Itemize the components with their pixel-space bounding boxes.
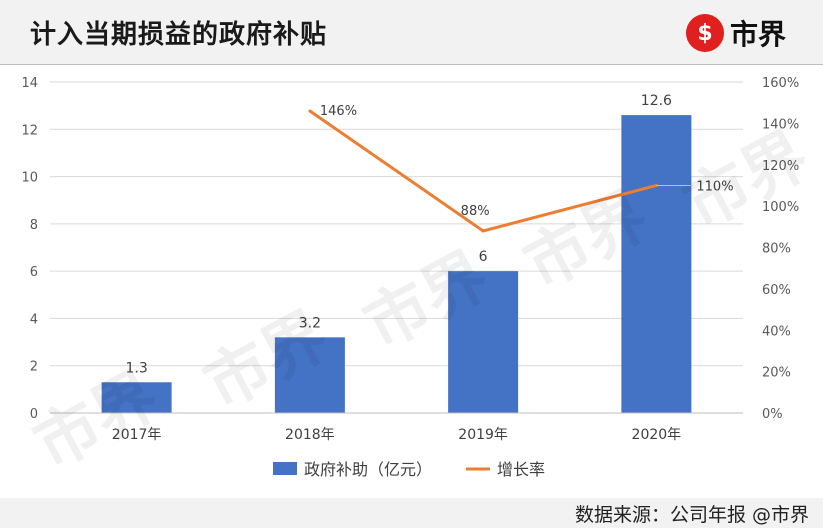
y-right-tick-label: 120% [762, 159, 799, 174]
bar-value-label: 3.2 [299, 315, 321, 331]
combo-chart: 024681012140%20%40%60%80%100%120%140%160… [21, 76, 799, 479]
y-right-tick-label: 140% [762, 117, 799, 132]
bar-value-label: 6 [479, 249, 488, 265]
y-left-tick-label: 8 [30, 218, 38, 233]
y-right-tick-label: 160% [762, 76, 799, 91]
brand-logo: $ 市界 [686, 14, 786, 52]
y-right-tick-label: 80% [762, 242, 791, 257]
bar [101, 382, 172, 413]
y-right-tick-label: 40% [762, 324, 791, 339]
line-value-label: 146% [320, 104, 357, 119]
x-tick-label: 2020年 [632, 427, 682, 443]
header-divider [0, 64, 823, 65]
bar [448, 271, 519, 413]
legend-bar-label: 政府补助（亿元） [304, 460, 432, 479]
growth-point [481, 229, 485, 233]
y-right-tick-label: 20% [762, 366, 791, 381]
header: 计入当期损益的政府补贴 $ 市界 [0, 0, 823, 64]
y-left-tick-label: 14 [21, 76, 38, 91]
y-right-tick-label: 60% [762, 283, 791, 298]
legend-line-label: 增长率 [497, 460, 545, 479]
y-right-tick-label: 100% [762, 200, 799, 215]
y-left-tick-label: 2 [30, 360, 38, 375]
y-left-tick-label: 6 [30, 265, 38, 280]
bar-value-label: 1.3 [125, 360, 147, 376]
y-left-tick-label: 0 [30, 407, 38, 422]
y-left-tick-label: 12 [21, 123, 38, 138]
y-left-tick-label: 4 [30, 312, 38, 327]
y-right-tick-label: 0% [762, 407, 783, 422]
data-source: 数据来源：公司年报 @市界 [574, 504, 809, 526]
bar-value-label: 12.6 [641, 93, 672, 109]
bar [274, 337, 345, 413]
chart-title: 计入当期损益的政府补贴 [30, 20, 328, 50]
line-value-label: 110% [696, 179, 733, 194]
line-value-label: 88% [461, 204, 490, 219]
x-tick-label: 2017年 [112, 427, 162, 443]
chart-panel: 0 2 4 6 8 10 12 14 0% 20% 40% 60% 80% 100% 120% 140% 160… [0, 65, 823, 498]
x-tick-label: 2018年 [285, 427, 335, 443]
dollar-circle-icon: $ [686, 14, 724, 52]
legend-bar-swatch [273, 462, 297, 475]
footer [0, 498, 823, 528]
x-tick-label: 2019年 [458, 427, 508, 443]
brand-name: 市界 [730, 18, 787, 51]
y-left-tick-label: 10 [21, 171, 38, 186]
growth-point [308, 109, 312, 113]
bar [621, 115, 692, 413]
